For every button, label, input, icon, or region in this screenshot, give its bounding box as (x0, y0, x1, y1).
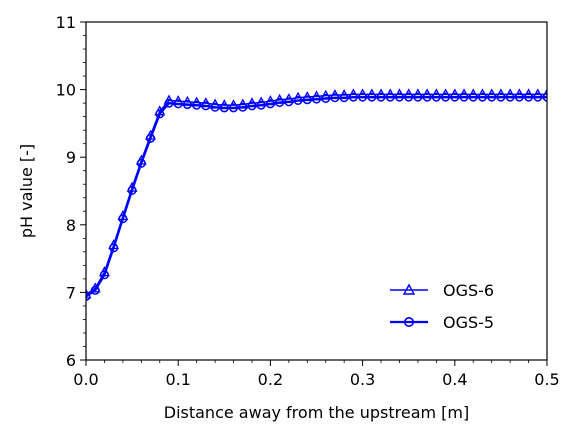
data-point-ogs-5 (136, 158, 146, 168)
data-point-ogs-5 (413, 92, 423, 102)
data-point-ogs-5 (441, 92, 451, 102)
data-point-ogs-5 (164, 98, 174, 108)
data-point-ogs-5 (542, 92, 547, 102)
data-point-ogs-5 (182, 99, 192, 110)
legend-marker-circle (403, 316, 414, 327)
data-point-ogs-5 (496, 92, 506, 102)
data-point-ogs-5 (311, 94, 322, 104)
y-tick-label: 9 (66, 148, 76, 167)
data-point-ogs-5 (348, 92, 358, 102)
x-tick-label: 0.3 (350, 370, 375, 389)
legend-label-ogs-6: OGS-6 (443, 281, 494, 300)
data-point-ogs-5 (376, 92, 386, 102)
data-point-ogs-5 (431, 92, 441, 102)
y-tick-label: 10 (56, 81, 76, 100)
x-tick-label: 0.0 (73, 370, 98, 389)
data-point-ogs-5 (533, 92, 543, 102)
x-tick-label: 0.1 (165, 370, 190, 389)
legend-entry-ogs-6: OGS-6 (390, 281, 494, 300)
y-tick-label: 6 (66, 351, 76, 370)
data-point-ogs-5 (422, 92, 432, 102)
data-point-ogs-5 (86, 291, 91, 302)
series-line-ogs-5 (86, 95, 547, 298)
data-point-ogs-5 (367, 92, 377, 102)
data-point-ogs-5 (238, 102, 248, 112)
data-point-ogs-5 (284, 97, 294, 107)
data-point-ogs-5 (477, 92, 488, 102)
x-tick-label: 0.4 (442, 370, 467, 389)
data-point-ogs-5 (487, 92, 497, 102)
data-point-ogs-5 (385, 92, 395, 102)
data-point-ogs-5 (524, 92, 534, 102)
data-point-ogs-5 (173, 99, 183, 109)
data-point-ogs-5 (256, 100, 266, 110)
x-tick-label: 0.2 (258, 370, 283, 389)
axis-ticks: 0.0 0.1 0.2 0.3 0.4 0.5 6 7 8 9 10 11 (56, 13, 560, 389)
legend-marker-triangle (402, 283, 416, 295)
y-tick-label: 8 (66, 216, 76, 235)
data-point-ogs-5 (404, 92, 414, 102)
data-point-ogs-5 (358, 92, 368, 102)
data-point-ogs-5 (330, 93, 340, 103)
data-point-ogs-5 (293, 95, 303, 105)
data-point-ogs-5 (505, 92, 515, 102)
y-tick-label: 11 (56, 13, 76, 32)
data-point-ogs-5 (145, 133, 156, 143)
data-point-ogs-5 (321, 93, 331, 103)
data-point-ogs-5 (394, 92, 405, 102)
data-point-ogs-5 (228, 103, 239, 113)
y-axis-label: pH value [-] (17, 144, 36, 238)
data-point-ogs-5 (247, 101, 257, 111)
data-point-ogs-5 (468, 92, 478, 102)
data-point-ogs-5 (90, 285, 100, 295)
data-point-ogs-5 (339, 93, 349, 103)
plot-frame (85, 21, 548, 361)
data-point-ogs-5 (459, 92, 469, 102)
data-point-ogs-5 (192, 100, 202, 110)
data-point-ogs-5 (275, 97, 285, 107)
legend-entry-ogs-5: OGS-5 (390, 313, 494, 332)
data-point-ogs-5 (201, 101, 211, 111)
data-point-ogs-5 (514, 92, 524, 102)
data-point-ogs-5 (265, 99, 275, 109)
data-point-ogs-5 (450, 92, 460, 102)
data-point-ogs-5 (127, 185, 137, 195)
data-point-ogs-5 (109, 243, 119, 253)
plot-series (86, 88, 547, 302)
x-tick-label: 0.5 (534, 370, 559, 389)
data-point-ogs-5 (99, 270, 109, 280)
x-axis-label: Distance away from the upstream [m] (164, 403, 469, 422)
data-point-ogs-5 (219, 103, 229, 113)
series-ogs-5 (86, 92, 547, 302)
legend-label-ogs-5: OGS-5 (443, 313, 494, 332)
data-point-ogs-5 (155, 109, 165, 119)
data-point-ogs-5 (118, 214, 128, 224)
y-tick-label: 7 (66, 283, 76, 302)
series-ogs-6 (86, 88, 547, 299)
data-point-ogs-5 (302, 95, 312, 105)
legend: OGS-6 OGS-5 (390, 281, 494, 332)
data-point-ogs-5 (210, 102, 220, 112)
